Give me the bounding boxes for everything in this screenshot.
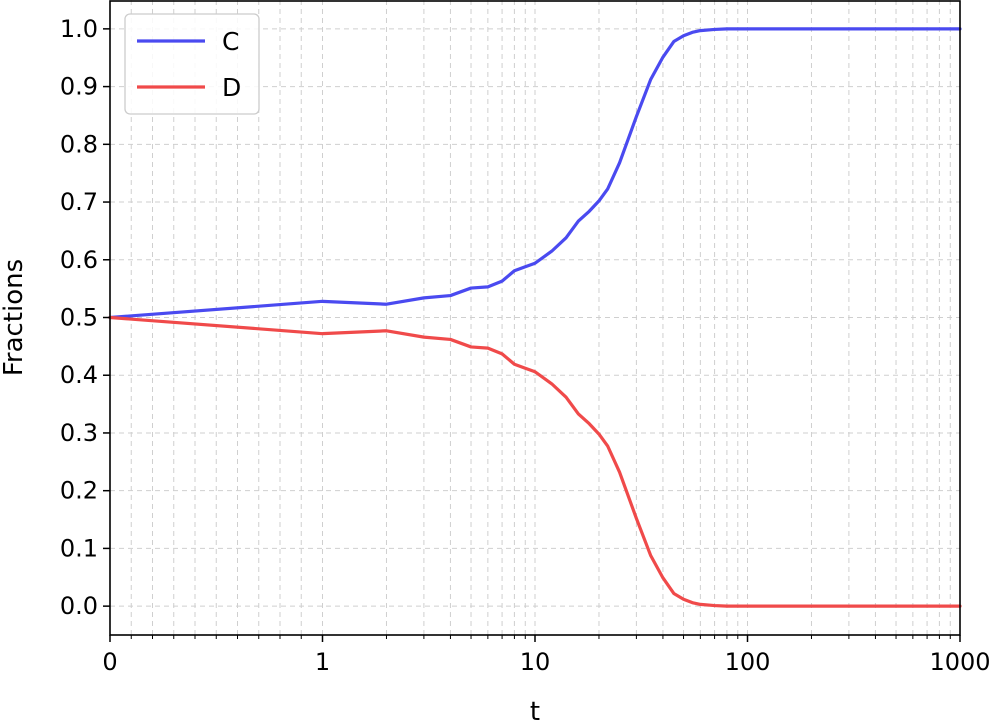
series-line-d	[108, 315, 962, 608]
x-tick-label: 1	[315, 648, 330, 676]
y-tick-label: 0.3	[60, 419, 98, 447]
legend-box	[124, 13, 260, 115]
x-tick-label: 100	[725, 648, 771, 676]
y-tick-label: 0.5	[60, 304, 98, 332]
y-tick-label: 0.8	[60, 130, 98, 158]
y-tick-label: 0.4	[60, 361, 98, 389]
y-tick-label: 0.6	[60, 246, 98, 274]
y-tick-label: 1.0	[60, 15, 98, 43]
legend-label-c: C	[222, 27, 239, 56]
legend-label-d: D	[222, 73, 241, 102]
y-tick-label: 0.0	[60, 592, 98, 620]
x-tick-label: 0	[102, 648, 117, 676]
y-tick-label: 0.1	[60, 534, 98, 562]
grid	[109, 0, 961, 635]
x-axis-title: t	[530, 697, 540, 727]
legend: CD	[124, 13, 260, 115]
y-axis-title: Fractions	[0, 259, 29, 376]
x-tick-label: 1000	[929, 648, 990, 676]
x-tick-label: 10	[520, 648, 551, 676]
series-lines	[108, 27, 962, 608]
axis-ticks: 0.0 0.1 0.2 0.3 0.4 0.5 0.6 0.7 0.8 0.9 1.0 0 1 10 100…	[60, 15, 991, 676]
y-tick-label: 0.9	[60, 73, 98, 101]
series-line-c	[108, 27, 962, 320]
y-tick-label: 0.2	[60, 477, 98, 505]
y-tick-label: 0.7	[60, 188, 98, 216]
